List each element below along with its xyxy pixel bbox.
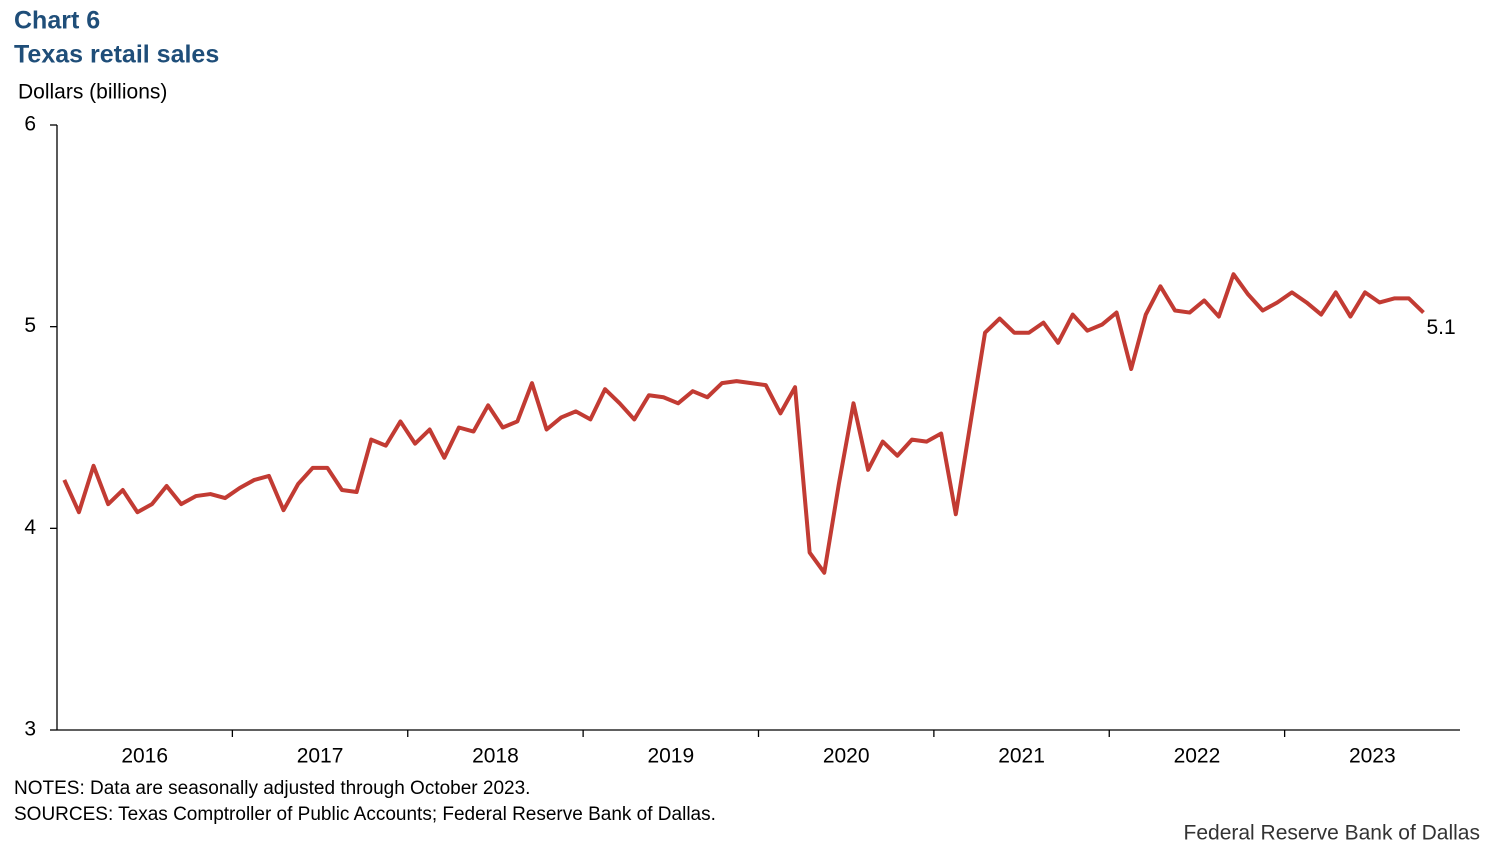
x-tick-label: 2017	[297, 745, 344, 768]
y-tick-label: 3	[24, 718, 36, 741]
y-tick-label: 5	[24, 314, 36, 337]
chart-title: Chart 6	[14, 7, 100, 35]
x-tick-label: 2022	[1174, 745, 1221, 768]
y-tick-label: 4	[24, 516, 36, 539]
x-tick-label: 2023	[1349, 745, 1396, 768]
notes: NOTES: Data are seasonally adjusted thro…	[14, 778, 530, 799]
credit: Federal Reserve Bank of Dallas	[1184, 822, 1480, 845]
chart-subtitle: Texas retail sales	[14, 41, 219, 69]
x-tick-label: 2020	[823, 745, 870, 768]
x-tick-label: 2016	[121, 745, 168, 768]
x-tick-label: 2021	[998, 745, 1045, 768]
y-axis-label: Dollars (billions)	[18, 81, 167, 104]
value-label: 5.1	[1426, 316, 1455, 339]
x-tick-label: 2018	[472, 745, 519, 768]
x-tick-label: 2019	[647, 745, 694, 768]
y-tick-label: 6	[24, 113, 36, 136]
data-line	[62, 272, 1425, 575]
sources: SOURCES: Texas Comptroller of Public Acc…	[14, 804, 716, 825]
